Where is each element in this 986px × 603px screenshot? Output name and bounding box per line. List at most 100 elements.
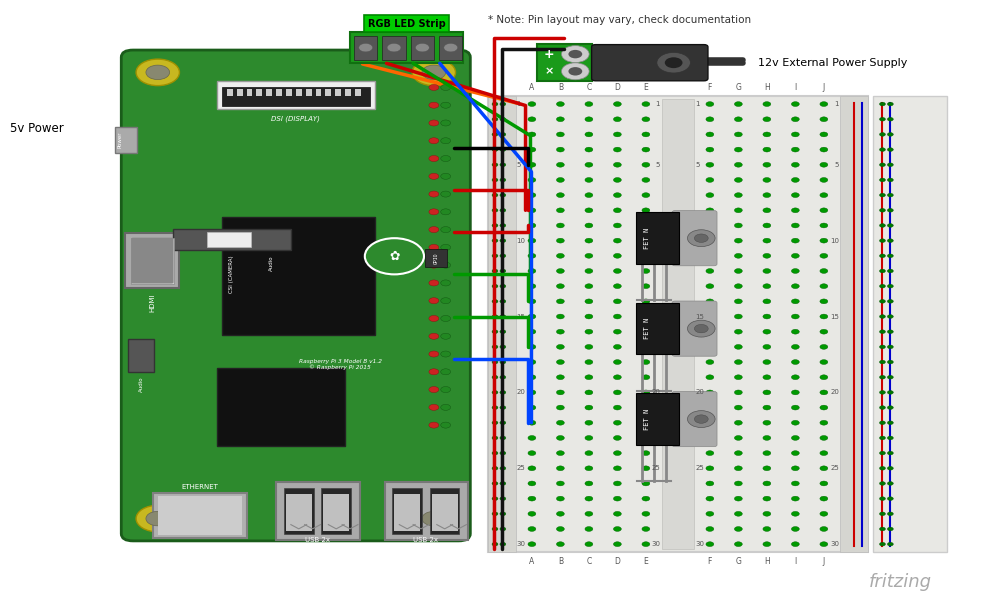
Circle shape <box>820 177 828 182</box>
Circle shape <box>706 526 714 531</box>
Circle shape <box>441 120 451 126</box>
Circle shape <box>441 262 451 268</box>
Bar <box>425 249 447 267</box>
Circle shape <box>887 269 893 273</box>
Circle shape <box>880 451 885 455</box>
Circle shape <box>613 511 621 516</box>
Circle shape <box>820 253 828 258</box>
Circle shape <box>441 84 451 90</box>
Circle shape <box>820 496 828 501</box>
Circle shape <box>528 481 535 486</box>
Circle shape <box>556 193 564 198</box>
Circle shape <box>820 420 828 425</box>
Text: Power: Power <box>117 131 123 148</box>
Circle shape <box>359 43 373 52</box>
Circle shape <box>429 298 439 304</box>
Circle shape <box>500 376 506 379</box>
Circle shape <box>429 405 439 411</box>
Circle shape <box>706 117 714 122</box>
Circle shape <box>613 223 621 228</box>
Bar <box>266 89 272 96</box>
Circle shape <box>492 467 498 470</box>
Circle shape <box>763 420 771 425</box>
Circle shape <box>556 466 564 471</box>
Circle shape <box>556 132 564 137</box>
Text: fritzing: fritzing <box>869 573 932 591</box>
Text: FET N: FET N <box>644 227 650 249</box>
Circle shape <box>642 268 650 273</box>
Circle shape <box>613 208 621 213</box>
Circle shape <box>763 329 771 334</box>
Circle shape <box>820 238 828 243</box>
Circle shape <box>642 314 650 319</box>
Circle shape <box>429 333 439 339</box>
Bar <box>335 89 341 96</box>
Circle shape <box>441 173 451 179</box>
Text: 5: 5 <box>517 162 521 168</box>
Circle shape <box>735 359 742 364</box>
Circle shape <box>687 320 715 337</box>
Circle shape <box>820 147 828 152</box>
Circle shape <box>492 285 498 288</box>
Circle shape <box>585 526 593 531</box>
Bar <box>636 303 678 355</box>
Circle shape <box>492 451 498 455</box>
Circle shape <box>528 208 535 213</box>
Bar <box>286 494 312 531</box>
Circle shape <box>820 329 828 334</box>
Circle shape <box>735 481 742 486</box>
Circle shape <box>528 420 535 425</box>
Circle shape <box>735 329 742 334</box>
Circle shape <box>880 254 885 257</box>
Circle shape <box>642 299 650 304</box>
Circle shape <box>528 496 535 501</box>
Circle shape <box>500 300 506 303</box>
Circle shape <box>500 421 506 425</box>
Circle shape <box>887 194 893 197</box>
Circle shape <box>706 481 714 486</box>
Circle shape <box>585 208 593 213</box>
Text: J: J <box>822 557 825 566</box>
Circle shape <box>820 284 828 289</box>
Text: 1: 1 <box>656 101 661 107</box>
Bar <box>840 96 868 552</box>
Circle shape <box>429 84 439 90</box>
Circle shape <box>880 209 885 212</box>
Circle shape <box>880 300 885 303</box>
Circle shape <box>441 156 451 162</box>
Circle shape <box>820 132 828 137</box>
Circle shape <box>500 118 506 121</box>
Text: 30: 30 <box>830 541 839 547</box>
Circle shape <box>441 333 451 339</box>
Circle shape <box>735 541 742 546</box>
Circle shape <box>441 244 451 250</box>
Circle shape <box>706 253 714 258</box>
Bar <box>284 488 314 534</box>
Circle shape <box>613 162 621 167</box>
Bar <box>222 217 375 335</box>
Circle shape <box>642 435 650 440</box>
Circle shape <box>585 253 593 258</box>
Circle shape <box>820 208 828 213</box>
Text: H: H <box>764 83 770 92</box>
Circle shape <box>585 284 593 289</box>
Circle shape <box>642 359 650 364</box>
Circle shape <box>492 527 498 531</box>
Circle shape <box>556 314 564 319</box>
Circle shape <box>441 387 451 393</box>
Circle shape <box>585 193 593 198</box>
Bar <box>227 89 233 96</box>
Circle shape <box>556 450 564 455</box>
Text: 10: 10 <box>696 238 705 244</box>
Circle shape <box>500 254 506 257</box>
Circle shape <box>415 43 429 52</box>
Bar <box>276 89 282 96</box>
Circle shape <box>613 329 621 334</box>
Circle shape <box>880 345 885 349</box>
Text: 10: 10 <box>830 238 839 244</box>
Circle shape <box>585 147 593 152</box>
Circle shape <box>492 376 498 379</box>
Circle shape <box>613 147 621 152</box>
Circle shape <box>820 541 828 546</box>
Circle shape <box>706 102 714 107</box>
